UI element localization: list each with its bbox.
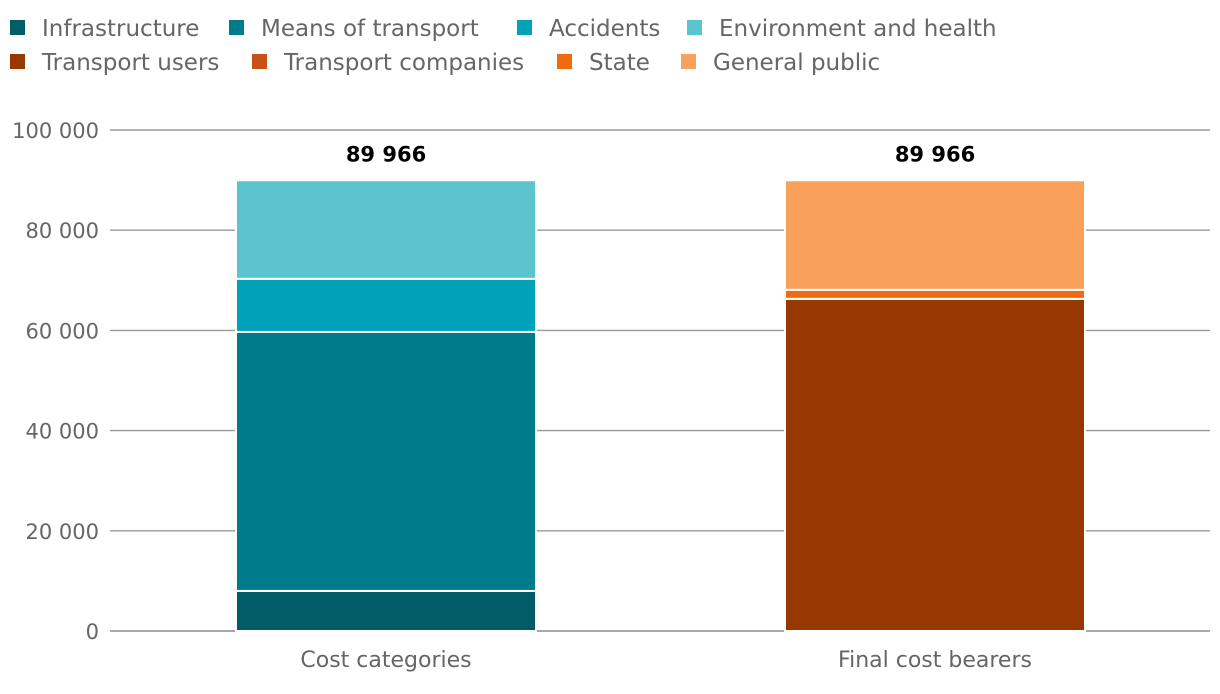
bars (235, 179, 1086, 632)
bar-segment (235, 277, 537, 333)
legend-swatch (10, 54, 25, 69)
legend-label: Environment and health (719, 16, 997, 42)
legend-item: Infrastructure (10, 16, 199, 42)
legend-item: General public (681, 50, 880, 76)
legend: Infrastructure Means of transport Accident… (10, 16, 997, 76)
legend-item: Transport users (10, 50, 219, 76)
legend-label: Transport companies (283, 50, 524, 76)
x-axis: Cost categories Final cost bearers (300, 648, 1032, 673)
y-tick-label: 100 000 (12, 119, 99, 143)
legend-swatch (557, 54, 572, 69)
legend-item: Means of transport (229, 16, 479, 42)
legend-label: Accidents (549, 16, 660, 42)
legend-swatch (687, 20, 702, 35)
bar-segment (235, 330, 537, 592)
legend-label: Means of transport (261, 16, 479, 42)
bar-segment (784, 179, 1086, 291)
bar-segment (235, 589, 537, 632)
bar-segment (784, 297, 1086, 632)
total-label: 89 966 (346, 142, 426, 166)
y-tick-label: 60 000 (26, 319, 99, 343)
legend-label: State (589, 50, 650, 76)
legend-swatch (252, 54, 267, 69)
y-axis: 0 20 000 40 000 60 000 80 000 100 000 (12, 119, 99, 644)
total-label: 89 966 (895, 142, 975, 166)
legend-item: Environment and health (687, 16, 997, 42)
legend-label: Infrastructure (42, 16, 199, 42)
y-tick-label: 20 000 (26, 520, 99, 544)
bar-stack (235, 179, 537, 632)
legend-item: Accidents (517, 16, 660, 42)
legend-swatch (10, 20, 25, 35)
legend-label: Transport users (41, 50, 219, 76)
total-labels: 89 966 89 966 (346, 142, 975, 166)
legend-item: State (557, 50, 650, 76)
bar-segment (235, 179, 537, 280)
legend-label: General public (713, 50, 880, 76)
y-tick-label: 0 (86, 620, 99, 644)
legend-swatch (517, 20, 532, 35)
y-tick-label: 40 000 (26, 420, 99, 444)
legend-swatch (229, 20, 244, 35)
bar-segment (784, 288, 1086, 300)
legend-item: Transport companies (252, 50, 524, 76)
y-tick-label: 80 000 (26, 219, 99, 243)
legend-swatch (681, 54, 696, 69)
bar-stack (784, 179, 1086, 632)
x-category-label: Final cost bearers (838, 648, 1032, 673)
x-category-label: Cost categories (300, 648, 471, 673)
